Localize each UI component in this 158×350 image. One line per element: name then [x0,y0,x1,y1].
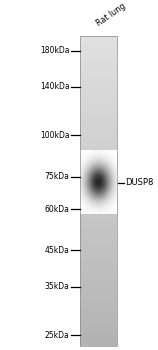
Text: 35kDa: 35kDa [45,282,69,291]
Text: 100kDa: 100kDa [40,131,69,140]
Text: Rat lung: Rat lung [95,2,127,28]
Text: 45kDa: 45kDa [45,246,69,255]
Text: 60kDa: 60kDa [45,204,69,214]
Text: 180kDa: 180kDa [40,46,69,55]
Text: DUSP8: DUSP8 [125,178,153,187]
Text: 140kDa: 140kDa [40,83,69,91]
Text: 25kDa: 25kDa [45,331,69,340]
Text: 75kDa: 75kDa [45,173,69,181]
